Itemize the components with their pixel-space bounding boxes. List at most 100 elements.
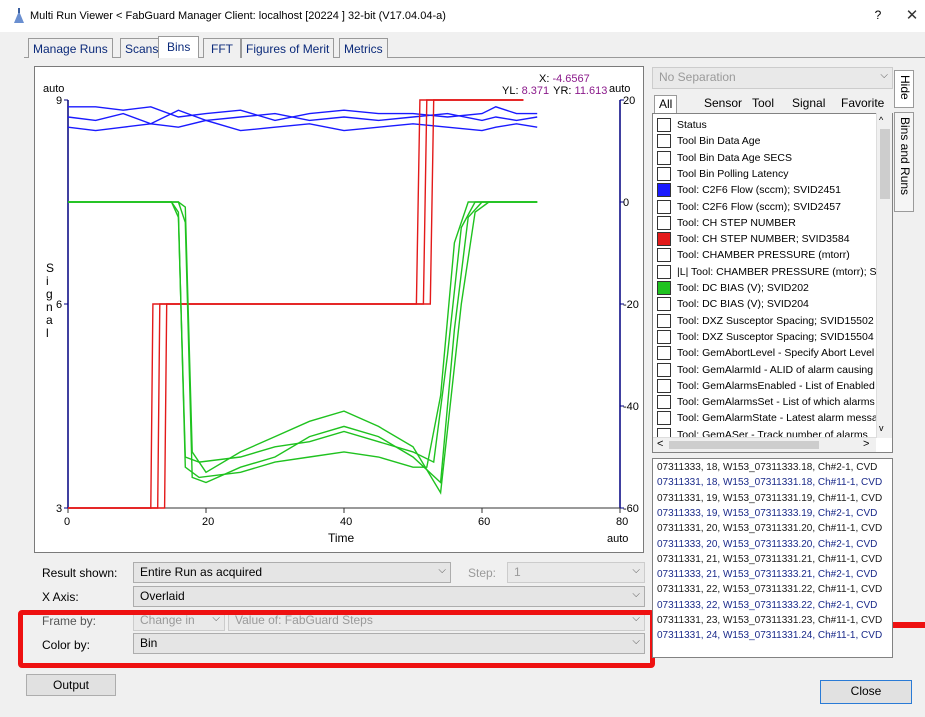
tab-figures-of-merit[interactable]: Figures of Merit: [241, 38, 335, 58]
filter-tab-signal[interactable]: Signal: [792, 96, 826, 110]
run-list-item[interactable]: 07311331, 21, W153_07311331.21, Ch#11-1,…: [657, 553, 883, 565]
series-line-blue: [68, 106, 538, 122]
tab-bins[interactable]: Bins: [158, 36, 200, 58]
run-list-item[interactable]: 07311331, 18, W153_07311331.18, Ch#11-1,…: [657, 477, 883, 489]
run-list-item[interactable]: 07311333, 20, W153_07311333.20, Ch#2-1, …: [657, 538, 878, 550]
window-close-button[interactable]: ✕: [905, 7, 919, 24]
signal-checkbox[interactable]: [657, 199, 671, 214]
signal-checkbox[interactable]: [657, 411, 671, 426]
hscroll-thumb[interactable]: [669, 441, 819, 449]
series-line-blue: [67, 119, 538, 132]
close-button[interactable]: Close: [820, 680, 912, 704]
signal-label: Tool Bin Data Age: [677, 135, 761, 148]
help-button[interactable]: ?: [874, 8, 882, 22]
run-list-item[interactable]: 07311333, 21, W153_07311333.21, Ch#2-1, …: [657, 569, 878, 581]
x-tick-label: 60: [478, 516, 490, 528]
frame-by-value2: Value of: FabGuard Steps: [235, 613, 373, 627]
run-list-item[interactable]: 07311333, 18, W153_07311333.18, Ch#2-1, …: [657, 462, 878, 473]
cursor-readout: X: -4.6567 YL: 8.371 YR: 11.613: [502, 73, 607, 97]
frame-by-label: Frame by:: [42, 614, 97, 628]
signal-checkbox[interactable]: [657, 362, 671, 377]
y-right-tick-label: -20: [623, 299, 639, 311]
tab-metrics[interactable]: Metrics: [339, 38, 388, 58]
chevron-down-icon: ⌵: [438, 565, 446, 576]
signal-checkbox[interactable]: [657, 150, 671, 165]
cursor-x-value: -4.6567: [552, 73, 589, 85]
signal-label: Tool: C2F6 Flow (sccm); SVID2451: [677, 184, 841, 197]
tab-manage-runs[interactable]: Manage Runs: [28, 38, 113, 58]
scroll-thumb[interactable]: [880, 129, 890, 199]
chevron-down-icon: ⌵: [632, 589, 640, 600]
chevron-down-icon: ⌵: [632, 565, 640, 576]
hide-tab-label: Hide: [898, 75, 912, 100]
run-list-item[interactable]: 07311331, 23, W153_07311331.23, Ch#11-1,…: [657, 615, 883, 626]
run-list-item[interactable]: 07311331, 22, W153_07311331.22, Ch#11-1,…: [657, 584, 883, 596]
chevron-down-icon: ⌵: [212, 613, 220, 624]
signal-checkbox[interactable]: [657, 118, 671, 132]
series-line-red: [68, 99, 524, 509]
signal-checkbox[interactable]: [657, 395, 671, 410]
bins-and-runs-tab[interactable]: Bins and Runs: [894, 112, 914, 212]
filter-tab-sensor[interactable]: Sensor: [704, 96, 743, 110]
signal-checkbox[interactable]: [657, 248, 671, 263]
signal-label: Tool: DXZ Susceptor Spacing; SVID15504: [677, 330, 874, 343]
tab-scans[interactable]: Scans: [120, 38, 164, 58]
chevron-down-icon: ⌵: [632, 613, 640, 624]
runs-list: 07311333, 18, W153_07311333.18, Ch#2-1, …: [652, 458, 893, 658]
signal-checkbox[interactable]: [657, 232, 671, 247]
tab-fft[interactable]: FFT: [203, 38, 241, 58]
scroll-up-icon[interactable]: ^: [879, 115, 884, 125]
scroll-left-icon[interactable]: <: [657, 438, 664, 450]
result-shown-label: Result shown:: [42, 566, 118, 580]
filter-tab-favorite[interactable]: Favorite: [841, 96, 885, 110]
signal-filter-tabs: All Sensor Tool Signal Favorite: [652, 95, 893, 113]
run-list-item[interactable]: 07311331, 19, W153_07311331.19, Ch#11-1,…: [657, 492, 883, 504]
signal-label: Status: [677, 119, 707, 131]
step-dropdown[interactable]: 1 ⌵: [507, 562, 645, 583]
signal-checkbox[interactable]: [657, 329, 671, 344]
signal-checkbox[interactable]: [657, 215, 671, 230]
x-scale-mode[interactable]: auto: [607, 533, 628, 545]
y-left-tick-label: 6: [56, 299, 62, 311]
run-list-item[interactable]: 07311333, 22, W153_07311333.22, Ch#2-1, …: [657, 599, 878, 611]
separation-dropdown[interactable]: No Separation ⌵: [652, 67, 893, 89]
run-list-item[interactable]: 07311331, 20, W153_07311331.20, Ch#11-1,…: [657, 523, 883, 535]
signal-label: Tool Bin Data Age SECS: [677, 151, 792, 164]
output-button[interactable]: Output: [26, 674, 116, 696]
signal-label: Tool: C2F6 Flow (sccm); SVID2457: [677, 200, 841, 213]
hide-tab[interactable]: Hide: [894, 70, 914, 108]
run-list-item[interactable]: 07311333, 19, W153_07311333.19, Ch#2-1, …: [657, 507, 878, 519]
result-shown-dropdown[interactable]: Entire Run as acquired ⌵: [133, 562, 451, 583]
cursor-yl-value: 8.371: [522, 85, 550, 97]
signal-checkbox[interactable]: [657, 183, 671, 198]
x-axis-dropdown[interactable]: Overlaid ⌵: [133, 586, 645, 607]
signal-checkbox[interactable]: [657, 264, 671, 279]
scroll-right-icon[interactable]: >: [863, 438, 870, 450]
signal-label: Tool: DXZ Susceptor Spacing; SVID15502: [677, 314, 874, 327]
window-title: Multi Run Viewer < FabGuard Manager Clie…: [30, 10, 446, 22]
signal-checkbox[interactable]: [657, 346, 671, 361]
cursor-yr-value: 11.613: [575, 85, 608, 97]
left-scale-mode[interactable]: auto: [43, 83, 64, 95]
signal-checkbox[interactable]: [657, 166, 671, 181]
signal-checkbox[interactable]: [657, 281, 671, 295]
signal-label: Tool: GemAlarmId - ALID of alarm causing: [677, 363, 874, 376]
filter-tab-tool[interactable]: Tool: [752, 96, 775, 110]
series-line-green: [68, 201, 538, 479]
x-axis-label: Time: [328, 531, 355, 545]
signal-list-hscrollbar[interactable]: < >: [653, 437, 876, 452]
signal-checkbox[interactable]: [657, 134, 671, 149]
signal-checkbox[interactable]: [657, 313, 671, 328]
signal-checkbox[interactable]: [657, 297, 671, 312]
signal-list-scrollbar[interactable]: ^ v: [876, 113, 892, 438]
color-by-dropdown[interactable]: Bin ⌵: [133, 633, 645, 654]
scroll-down-icon[interactable]: v: [879, 423, 884, 433]
right-scale-mode[interactable]: auto: [609, 83, 630, 95]
signal-list: Status Tool Bin Data Age Tool Bin Data Age…: [652, 113, 893, 453]
filter-tab-all[interactable]: All: [654, 95, 678, 113]
cursor-yr-label: YR:: [553, 85, 574, 97]
signal-checkbox[interactable]: [657, 378, 671, 393]
run-list-item[interactable]: 07311331, 24, W153_07311331.24, Ch#11-1,…: [657, 630, 883, 642]
step-label: Step:: [468, 566, 497, 580]
